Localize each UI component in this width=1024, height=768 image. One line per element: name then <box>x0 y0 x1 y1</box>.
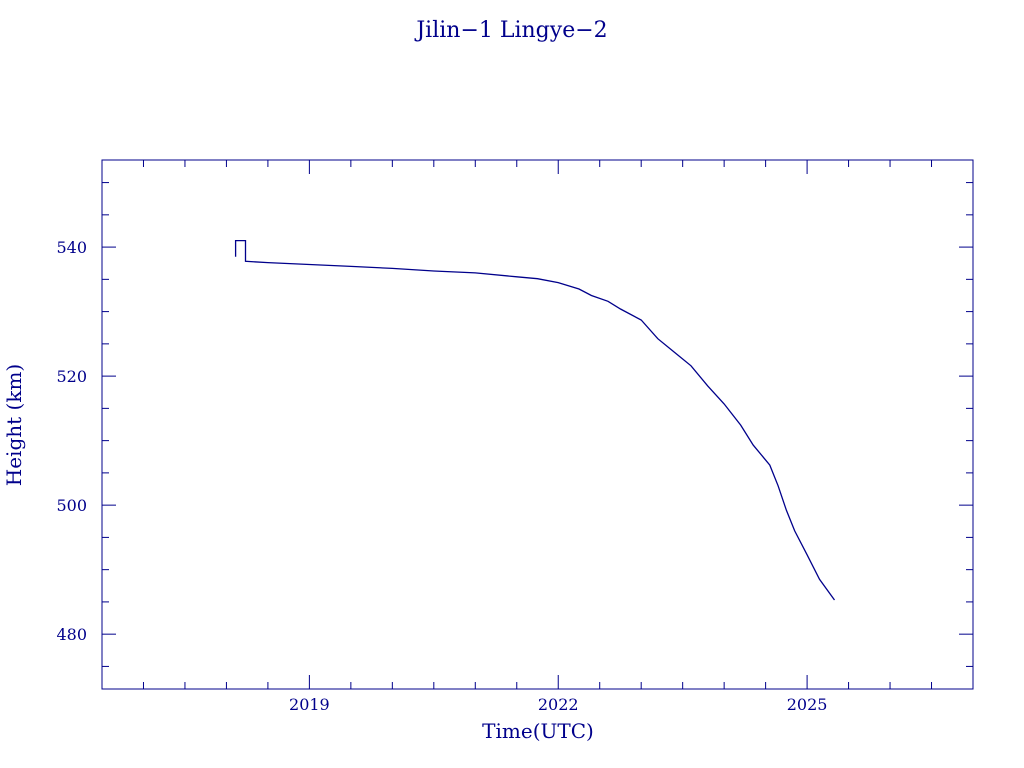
x-axis-label: Time(UTC) <box>482 719 594 743</box>
y-axis-label: Height (km) <box>2 364 26 486</box>
y-tick-label: 520 <box>56 367 87 386</box>
y-tick-label: 500 <box>56 496 87 515</box>
axis-tick-labels: 2019 2022 2025 480 500 520 540 <box>56 238 827 714</box>
x-tick-label: 2019 <box>289 695 330 714</box>
height-series-line <box>234 239 836 601</box>
y-tick-label: 480 <box>56 625 87 644</box>
y-tick-label: 540 <box>56 238 87 257</box>
x-tick-label: 2022 <box>538 695 579 714</box>
plot-frame <box>101 159 974 690</box>
chart-title: Jilin−1 Lingye−2 <box>414 18 607 43</box>
x-tick-label: 2025 <box>787 695 828 714</box>
axis-ticks <box>101 160 974 689</box>
